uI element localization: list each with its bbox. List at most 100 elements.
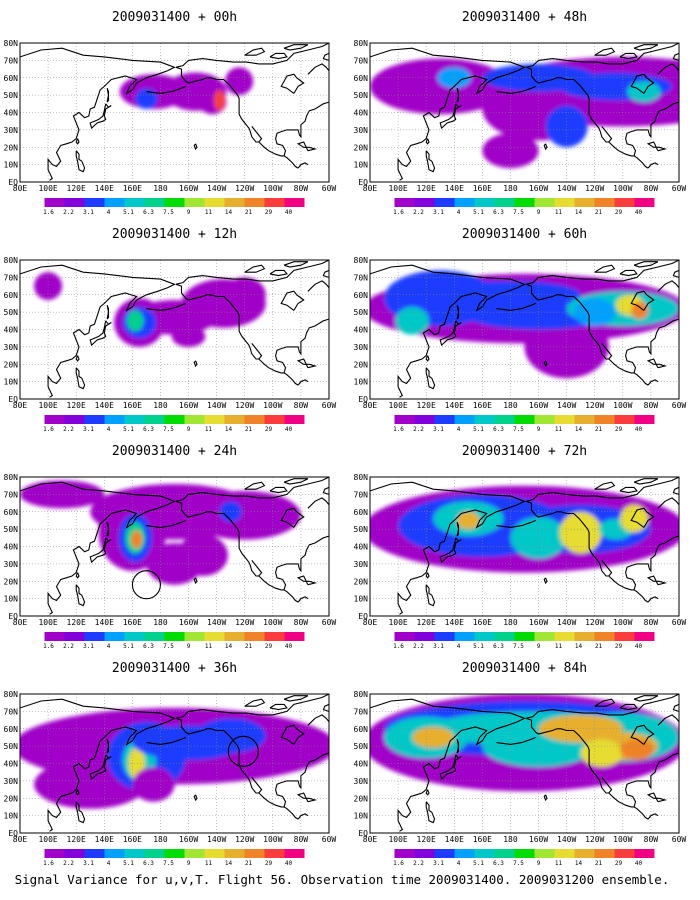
colorbar-swatch xyxy=(534,415,555,424)
coastline xyxy=(543,360,548,368)
colorbar-label: 40 xyxy=(635,426,643,433)
panel-title: 2009031400 + 48h xyxy=(462,10,587,25)
y-tick-label: 20N xyxy=(354,143,369,152)
x-tick-label: 160E xyxy=(473,401,492,410)
x-tick-label: 140E xyxy=(95,835,114,844)
colorbar-swatch xyxy=(184,632,205,641)
figure-caption: Signal Variance for u,v,T. Flight 56. Ob… xyxy=(15,872,670,887)
x-tick-label: 160W xyxy=(529,618,548,627)
colorbar-swatch xyxy=(124,415,145,424)
colorbar-swatch xyxy=(84,415,105,424)
colorbar-swatch xyxy=(284,415,305,424)
colorbar-label: 6.3 xyxy=(143,209,154,216)
y-tick-label: 20N xyxy=(354,360,369,369)
map-panel: 2009031400 + 84h 80E 100E 120E 140E 160E 180 16… xyxy=(354,661,687,867)
x-tick-label: 60W xyxy=(672,835,687,844)
coastline xyxy=(646,141,668,152)
colorbar-swatch xyxy=(64,415,85,424)
variance-blob xyxy=(482,133,539,169)
x-tick-label: 180 xyxy=(503,184,518,193)
y-tick-label: 10N xyxy=(354,161,369,170)
colorbar-swatch xyxy=(394,849,415,858)
x-tick-label: 100E xyxy=(38,401,57,410)
coastline xyxy=(657,280,679,292)
y-tick-label: 40N xyxy=(354,109,369,118)
y-tick-label: 20N xyxy=(354,577,369,586)
coastline xyxy=(594,47,616,56)
colorbar-label: 2.2 xyxy=(63,426,74,433)
colorbar-swatch xyxy=(554,632,575,641)
y-tick-label: 50N xyxy=(4,308,19,317)
colorbar-swatch xyxy=(104,415,125,424)
map-panel: 2009031400 + 36h 80E 100E 120E 140E 160E 180 16… xyxy=(4,661,337,867)
variance-blob xyxy=(213,89,226,111)
colorbar-swatch xyxy=(494,198,515,207)
colorbar-swatch xyxy=(494,849,515,858)
coastline xyxy=(106,738,110,754)
coastline xyxy=(672,269,679,278)
variance-blob xyxy=(188,490,301,540)
map-frame xyxy=(369,693,680,834)
panel-title: 2009031400 + 84h xyxy=(462,661,587,676)
y-tick-label: EQ xyxy=(8,612,18,621)
coastline xyxy=(322,703,329,712)
contour-circle xyxy=(227,735,259,767)
colorbar-label: 29 xyxy=(615,643,623,650)
coastline xyxy=(146,302,186,311)
colorbar-swatch xyxy=(124,198,145,207)
coastline xyxy=(633,44,659,51)
coastline xyxy=(296,792,318,803)
coastline xyxy=(646,792,668,803)
colorbar-label: 40 xyxy=(285,860,293,867)
coastline xyxy=(193,360,198,368)
coastline xyxy=(496,85,536,94)
colorbar-swatch xyxy=(164,849,185,858)
colorbar-label: 5.1 xyxy=(473,426,484,433)
x-tick-label: 160W xyxy=(529,401,548,410)
x-tick-label: 180 xyxy=(503,401,518,410)
coastline xyxy=(275,535,329,591)
coastline xyxy=(370,264,526,398)
variance-blob xyxy=(559,511,602,554)
coastline xyxy=(439,103,462,130)
colorbar-label: 11 xyxy=(205,209,213,216)
colorbar-label: 2.2 xyxy=(63,209,74,216)
x-tick-label: 80W xyxy=(294,618,309,627)
x-tick-label: 120E xyxy=(417,401,436,410)
coastline xyxy=(647,596,659,603)
variance-blob xyxy=(620,739,654,761)
x-tick-label: 80E xyxy=(363,401,378,410)
x-tick-label: 140W xyxy=(557,184,576,193)
y-tick-label: 80N xyxy=(4,473,19,482)
y-tick-label: 80N xyxy=(354,690,369,699)
colorbar-label: 14 xyxy=(575,643,583,650)
x-tick-label: 180 xyxy=(503,618,518,627)
colorbar-swatch xyxy=(434,198,455,207)
colorbar-label: 7.5 xyxy=(513,860,524,867)
coastline xyxy=(193,577,198,585)
colorbar-label: 14 xyxy=(225,426,233,433)
coastline xyxy=(456,304,460,320)
variance-blob xyxy=(225,67,254,96)
coastline xyxy=(251,777,263,794)
coastline xyxy=(75,789,80,796)
colorbar-label: 3.1 xyxy=(83,426,94,433)
colorbar-label: 7.5 xyxy=(163,643,174,650)
colorbar-label: 29 xyxy=(615,209,623,216)
coastline xyxy=(646,575,668,586)
coastline xyxy=(439,320,462,347)
x-tick-label: 160W xyxy=(179,835,198,844)
panel-title: 2009031400 + 72h xyxy=(462,444,587,459)
coastline xyxy=(657,497,679,509)
coastline xyxy=(275,752,329,808)
colorbar-label: 5.1 xyxy=(123,860,134,867)
colorbar-label: 11 xyxy=(555,643,563,650)
variance-blob xyxy=(370,58,511,115)
colorbar-swatch xyxy=(534,849,555,858)
coastline xyxy=(630,507,655,528)
colorbar-swatch xyxy=(594,849,615,858)
colorbar-label: 3.1 xyxy=(83,643,94,650)
colorbar-swatch xyxy=(514,415,535,424)
variance-blob xyxy=(171,326,206,347)
variance-blob xyxy=(580,739,623,767)
